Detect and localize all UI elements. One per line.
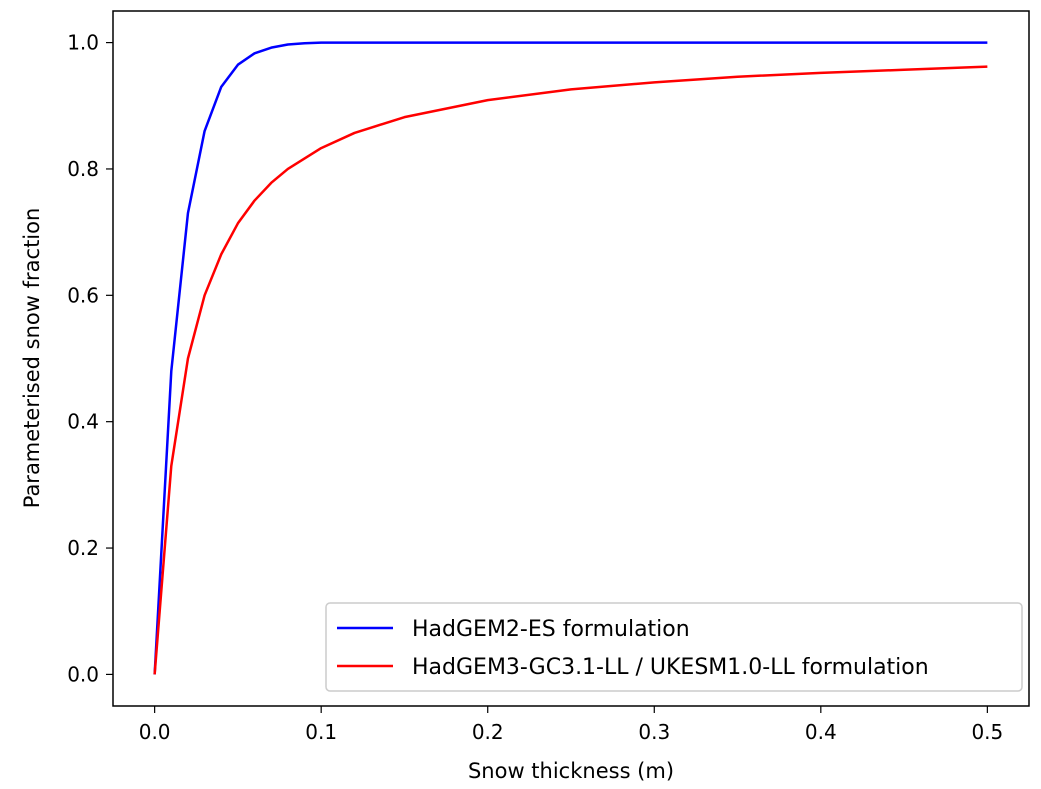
- x-tick-label: 0.0: [139, 720, 171, 744]
- y-tick-label: 0.0: [67, 662, 99, 686]
- legend-box: [325, 602, 1023, 692]
- y-tick-label: 0.2: [67, 536, 99, 560]
- y-axis-label: Parameterised snow fraction: [20, 208, 44, 509]
- series-layer: [153, 41, 988, 675]
- y-tick-label: 0.8: [67, 157, 99, 181]
- plot-frame: [112, 10, 1030, 707]
- x-tick-label: 0.5: [971, 720, 1003, 744]
- x-tick-label: 0.4: [805, 720, 837, 744]
- y-tick-label: 1.0: [67, 31, 99, 55]
- legend-label-hadgem3-ukesm1: HadGEM3-GC3.1-LL / UKESM1.0-LL formulati…: [412, 655, 929, 680]
- x-axis-ticks: 0.0 0.1 0.2 0.3 0.4 0.5: [139, 706, 1003, 744]
- y-tick-label: 0.6: [67, 283, 99, 307]
- x-axis-label: Snow thickness (m): [468, 759, 674, 783]
- y-axis-ticks: 0.0 0.2 0.4 0.6 0.8 1.0: [67, 31, 113, 686]
- series-line-hadgem3-ukesm1: [153, 65, 988, 675]
- x-tick-label: 0.3: [638, 720, 670, 744]
- series-line-hadgem2: [153, 41, 988, 675]
- legend-label-hadgem2: HadGEM2-ES formulation: [412, 617, 690, 642]
- y-tick-label: 0.4: [67, 410, 99, 434]
- x-tick-label: 0.2: [472, 720, 504, 744]
- legend: HadGEM2-ES formulation HadGEM3-GC3.1-LL …: [325, 602, 1023, 692]
- x-tick-label: 0.1: [305, 720, 337, 744]
